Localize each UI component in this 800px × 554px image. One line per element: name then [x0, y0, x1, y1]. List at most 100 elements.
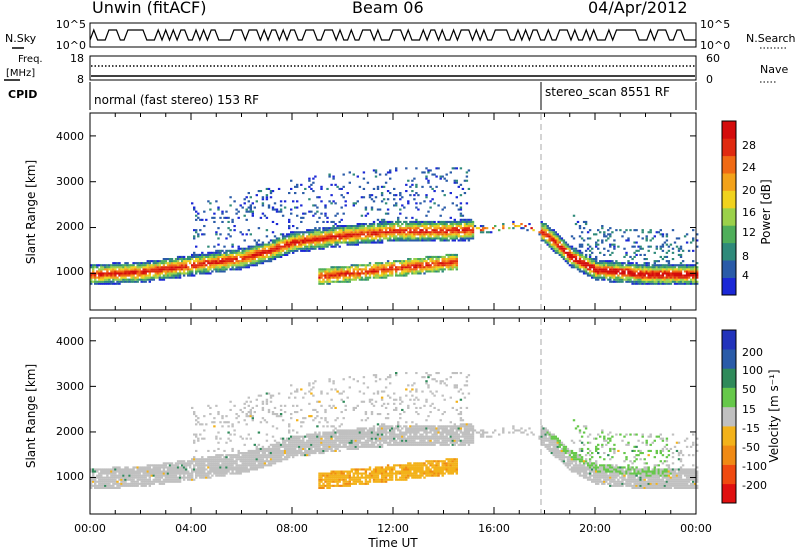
power-cell	[453, 229, 456, 232]
velocity-cell	[247, 411, 250, 414]
power-cell	[304, 241, 307, 244]
velocity-cell	[231, 423, 234, 426]
power-cell	[625, 276, 628, 279]
velocity-cell	[164, 472, 168, 475]
power-cell	[611, 276, 614, 279]
velocity-cell	[318, 482, 321, 485]
velocity-cell	[306, 445, 309, 448]
power-cell	[362, 229, 366, 232]
nsearch-tick-top: 10^5	[700, 18, 730, 31]
velocity-cell	[233, 472, 236, 475]
power-cell	[229, 251, 232, 254]
power-cell	[199, 218, 202, 221]
power-cell	[281, 233, 285, 236]
velocity-cell	[308, 435, 311, 438]
power-cell	[401, 229, 404, 232]
power-cell	[118, 270, 121, 273]
power-cell	[243, 253, 246, 256]
power-cell	[191, 270, 194, 273]
power-cell	[455, 258, 458, 261]
power-cell	[629, 264, 632, 267]
velocity-cell	[227, 421, 230, 424]
power-cell	[318, 196, 321, 199]
velocity-cell	[296, 431, 299, 434]
velocity-cell	[205, 474, 208, 477]
power-cell	[564, 243, 568, 246]
velocity-cell	[112, 474, 115, 477]
power-cell	[176, 260, 180, 263]
velocity-cell	[261, 464, 265, 467]
velocity-cell	[247, 464, 250, 467]
power-cell	[308, 185, 311, 188]
power-cell	[288, 227, 291, 230]
power-cell	[692, 239, 695, 242]
velocity-cell	[189, 476, 192, 479]
velocity-cell	[316, 437, 319, 440]
power-cell	[306, 247, 309, 250]
velocity-cell	[154, 474, 157, 477]
power-cell	[558, 253, 561, 256]
power-cell	[415, 272, 418, 275]
velocity-cell	[223, 421, 226, 424]
power-cell	[366, 181, 370, 184]
velocity-cell	[281, 443, 285, 446]
velocity-cell	[176, 480, 180, 483]
velocity-cell	[296, 437, 299, 440]
power-cell	[263, 245, 267, 248]
velocity-cell	[207, 476, 210, 479]
power-cell	[453, 260, 456, 263]
power-cell	[378, 225, 382, 228]
power-cell	[386, 198, 390, 201]
velocity-cell	[275, 415, 279, 418]
power-cell	[399, 233, 402, 236]
power-cell	[279, 255, 283, 258]
power-cell	[217, 266, 220, 269]
velocity-cell	[225, 468, 228, 471]
power-cell	[273, 208, 277, 211]
velocity-cell	[132, 468, 135, 471]
power-cell	[336, 235, 339, 238]
velocity-cell	[324, 472, 327, 475]
power-cell	[219, 264, 222, 267]
power-cell	[346, 268, 349, 271]
power-cell	[237, 253, 240, 256]
power-cell	[346, 225, 349, 228]
power-cell	[170, 266, 174, 269]
power-cell	[520, 227, 523, 230]
velocity-cell	[164, 480, 168, 483]
power-cell	[122, 270, 125, 273]
power-cell	[417, 260, 420, 263]
power-cell	[314, 243, 317, 246]
power-cell	[241, 247, 244, 250]
velocity-cell	[320, 437, 323, 440]
power-cell	[419, 237, 422, 240]
power-cell	[643, 262, 646, 265]
power-cell	[215, 262, 218, 265]
velocity-cell	[273, 406, 277, 409]
velocity-cell	[152, 480, 155, 483]
power-cell	[213, 264, 216, 267]
power-cell	[332, 270, 335, 273]
power-cell	[667, 266, 671, 269]
power-cell	[494, 225, 497, 228]
velocity-cell	[203, 429, 206, 432]
power-cell	[679, 253, 683, 256]
velocity-cell	[211, 474, 214, 477]
power-cell	[368, 270, 372, 273]
velocity-cell	[90, 478, 93, 481]
velocity-cell	[304, 435, 307, 438]
power-cell	[281, 247, 285, 250]
power-cell	[279, 249, 283, 252]
power-cell	[92, 276, 95, 279]
power-cell	[245, 266, 248, 269]
power-cell	[647, 249, 650, 252]
power-cell	[304, 245, 307, 248]
power-cell	[160, 278, 164, 281]
velocity-cell	[316, 411, 319, 414]
power-cell	[302, 212, 305, 215]
power-cell	[340, 237, 343, 240]
power-cell	[607, 262, 610, 265]
power-cell	[308, 229, 311, 232]
velocity-cell	[120, 482, 123, 485]
power-cell	[419, 266, 422, 269]
